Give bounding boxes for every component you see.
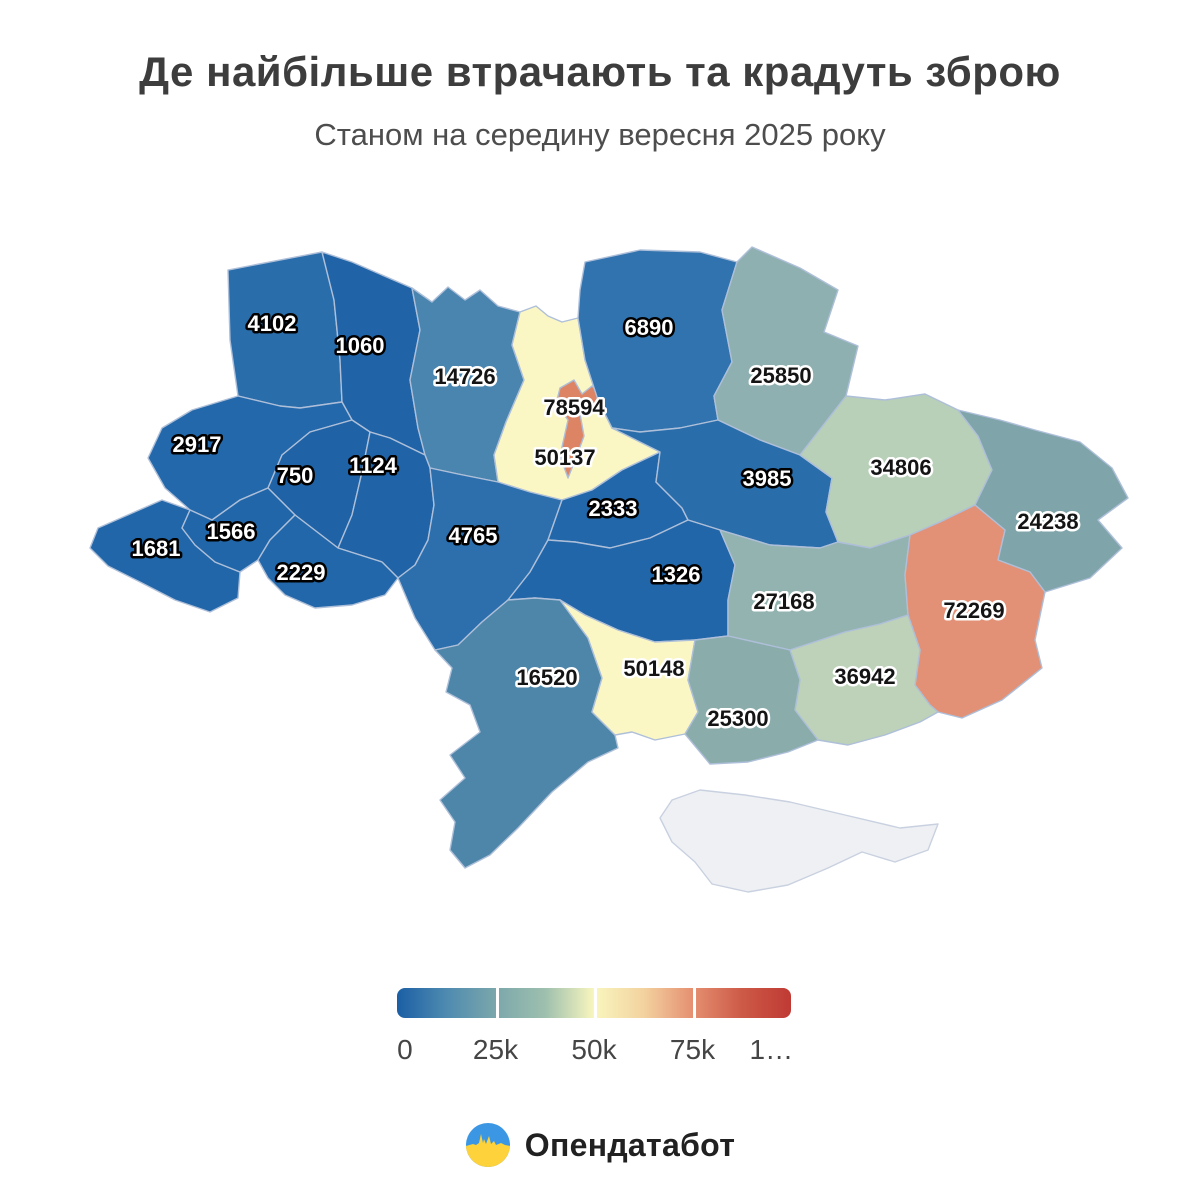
legend-tick-25k: 25k xyxy=(472,1034,519,1065)
region-kherson[interactable] xyxy=(684,635,819,765)
legend-ticks: 0 25k 50k 75k 1… xyxy=(397,1034,794,1068)
color-legend: 0 25k 50k 75k 1… xyxy=(397,988,794,1068)
region-value-label: 1124 xyxy=(349,453,397,478)
region-value-label: 1566 xyxy=(207,519,256,544)
legend-gradient-bar xyxy=(397,988,791,1018)
region-value-label: 34806 xyxy=(870,455,931,480)
legend-tick-50k: 50k xyxy=(571,1034,617,1065)
region-value-label: 50148 xyxy=(623,656,684,681)
legend-separator xyxy=(692,988,696,1018)
region-value-label: 27168 xyxy=(753,589,814,614)
region-luhansk[interactable] xyxy=(957,409,1129,593)
region-value-label: 36942 xyxy=(834,664,895,689)
region-value-label: 78594 xyxy=(543,395,605,420)
region-value-label: 25850 xyxy=(750,363,811,388)
region-odesa[interactable] xyxy=(434,597,619,869)
opendatabot-logo-icon xyxy=(465,1123,510,1167)
region-value-label: 6890 xyxy=(625,315,674,340)
region-value-label: 4765 xyxy=(449,523,498,548)
region-value-label: 2333 xyxy=(589,496,638,521)
region-value-label: 1681 xyxy=(132,536,181,561)
legend-tick-100k: 1… xyxy=(749,1034,794,1065)
region-value-label: 25300 xyxy=(707,706,768,731)
legend-separator xyxy=(594,988,597,1018)
region-value-label: 50137 xyxy=(534,445,595,470)
region-value-label: 16520 xyxy=(516,665,577,690)
region-chernivtsi[interactable] xyxy=(257,514,399,609)
opendatabot-logo-text: Опендатабот xyxy=(524,1126,736,1163)
region-donetsk[interactable] xyxy=(904,504,1046,719)
region-value-label: 2917 xyxy=(173,432,222,457)
region-value-label: 24238 xyxy=(1017,509,1078,534)
region-value-label: 1326 xyxy=(652,562,701,587)
region-value-label: 750 xyxy=(277,463,314,488)
legend-tick-75k: 75k xyxy=(669,1034,716,1065)
chart-title: Де найбільше втрачають та крадуть зброю xyxy=(139,48,1061,95)
header: Де найбільше втрачають та крадуть зброю … xyxy=(0,42,1200,153)
region-crimea[interactable] xyxy=(659,789,939,893)
region-kyiv-city[interactable] xyxy=(555,379,601,479)
chart-subtitle: Станом на середину вересня 2025 року xyxy=(314,116,886,152)
region-value-label: 14726 xyxy=(434,364,495,389)
region-value-label: 72269 xyxy=(943,598,1004,623)
legend-separator xyxy=(495,988,499,1018)
region-value-label: 3985 xyxy=(743,466,792,491)
region-value-label: 1060 xyxy=(336,333,385,358)
legend-tick-0: 0 xyxy=(397,1034,413,1065)
region-value-label: 2229 xyxy=(277,560,326,585)
region-value-label: 4102 xyxy=(248,311,297,336)
footer: Опендатабот xyxy=(0,1122,1200,1168)
